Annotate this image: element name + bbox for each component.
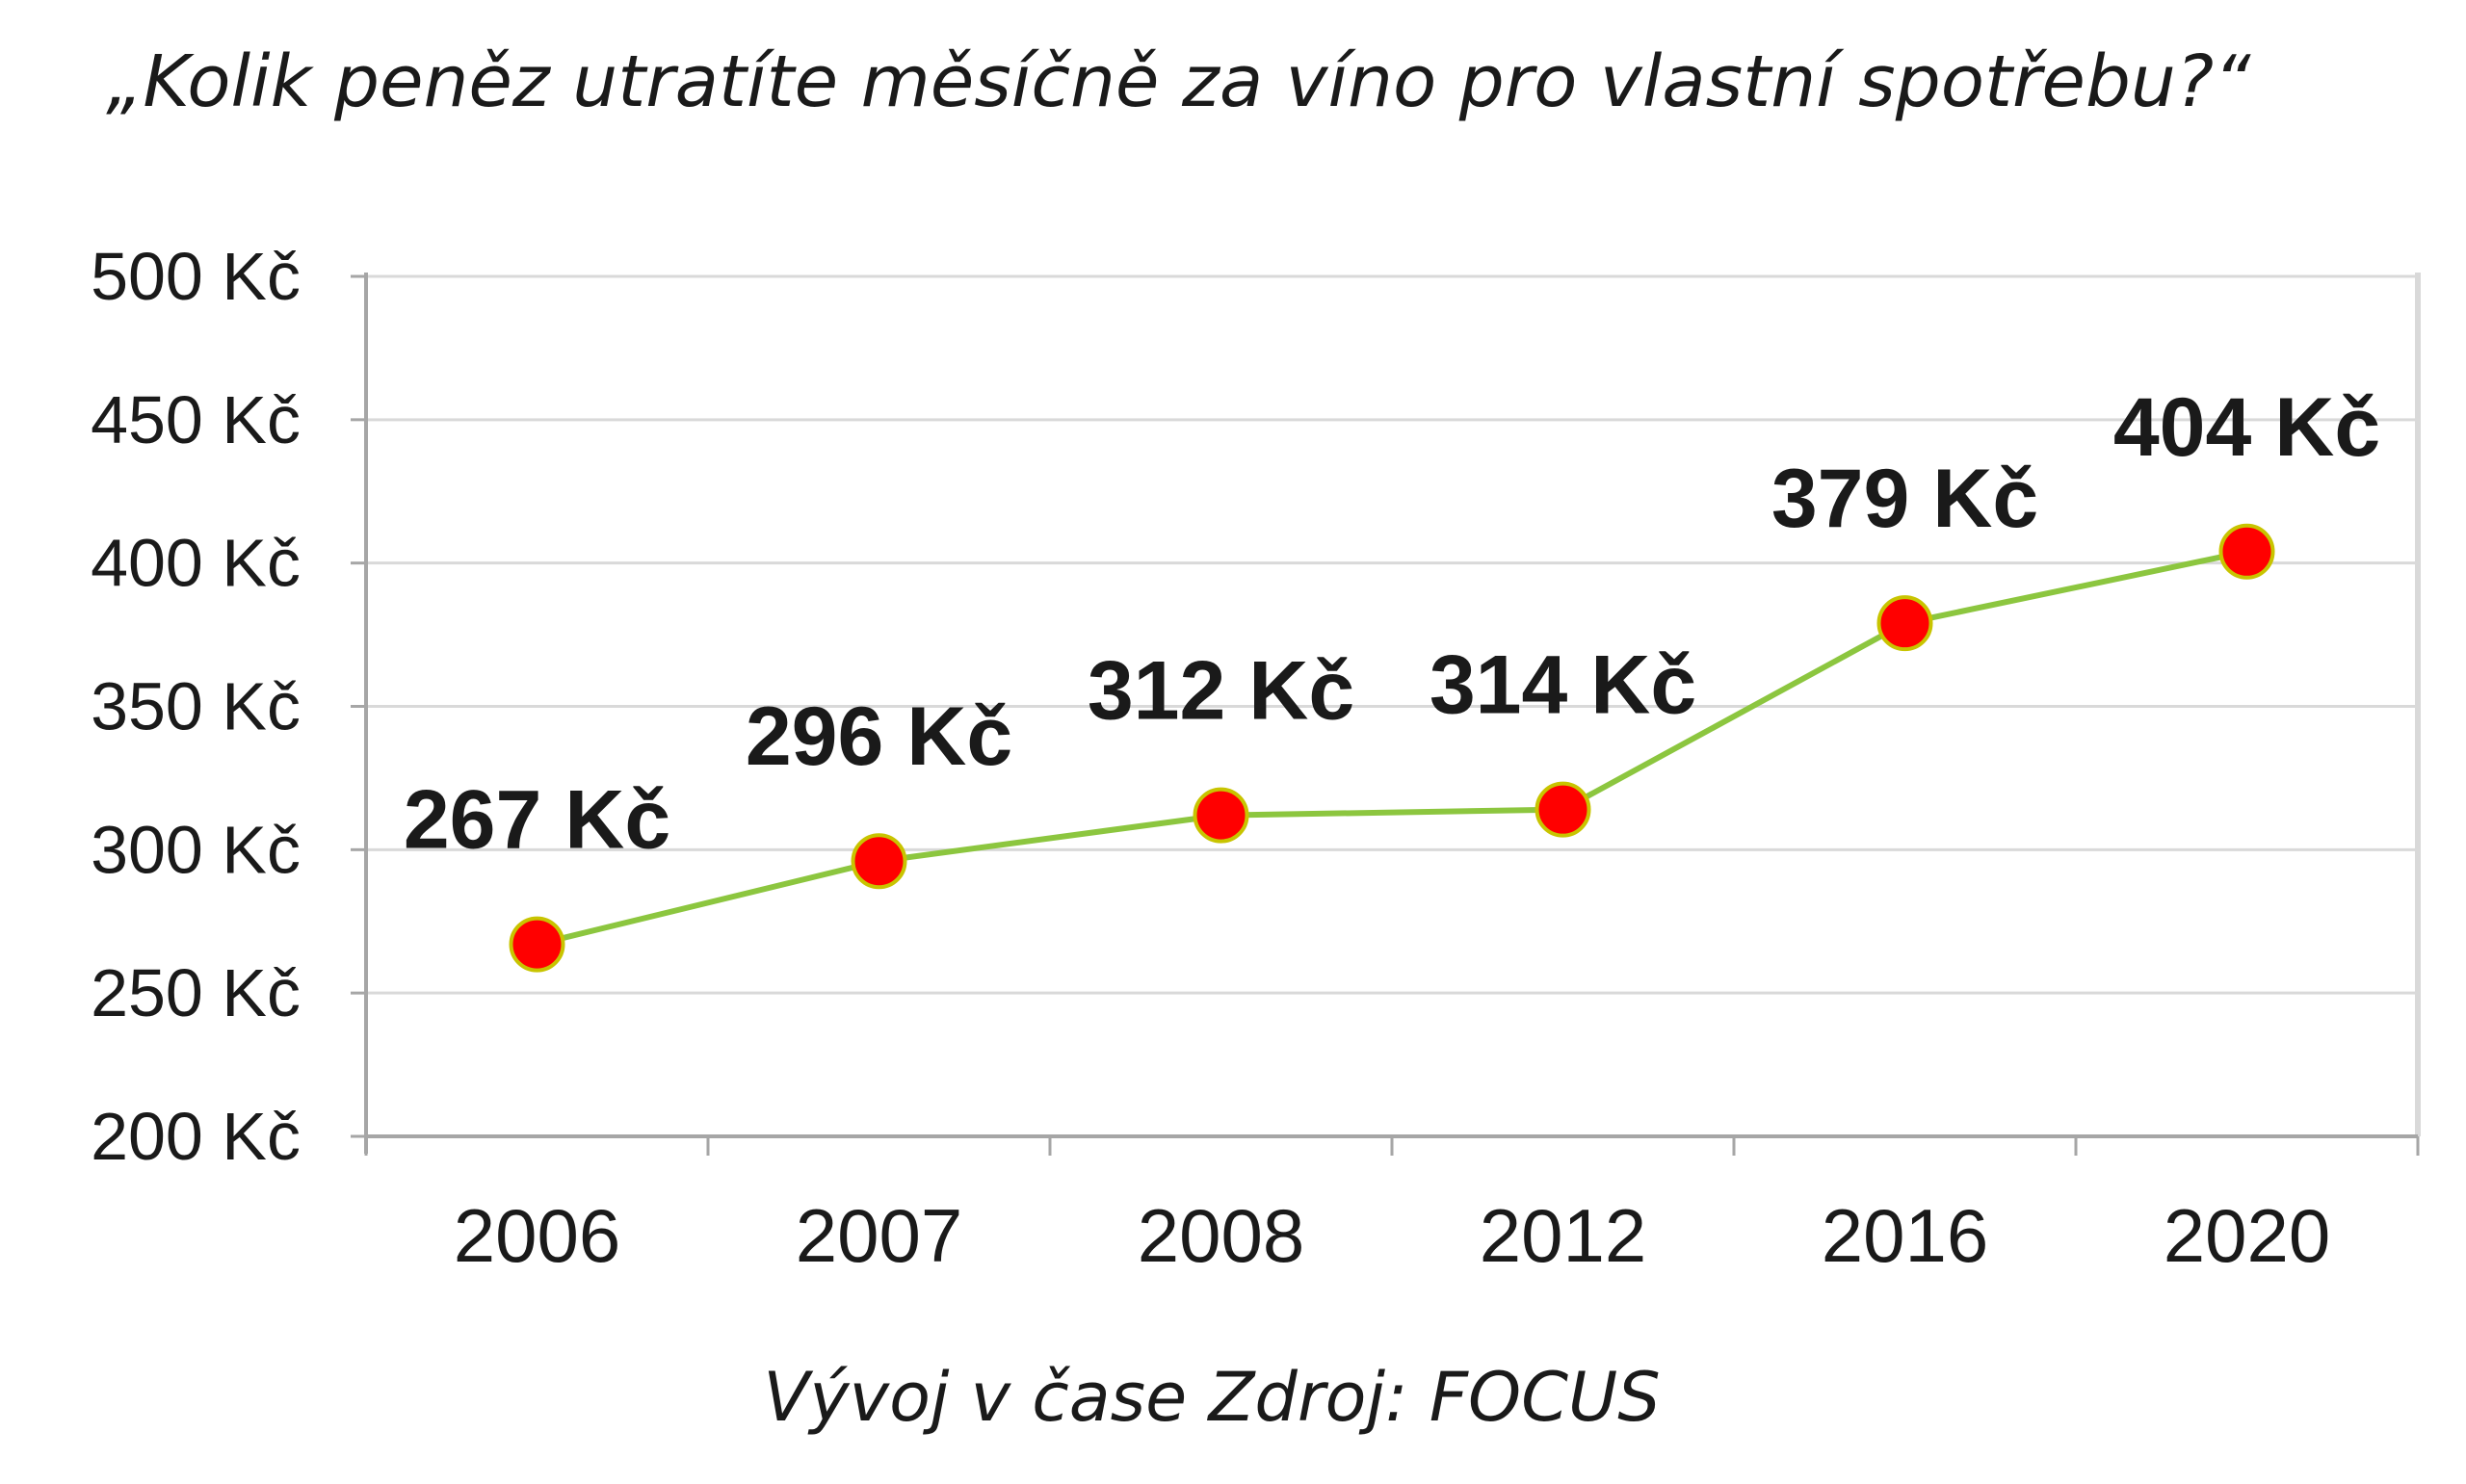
data-label: 379 Kč	[1771, 453, 2038, 545]
data-label: 312 Kč	[1088, 645, 1354, 738]
x-tick-label: 2006	[454, 1193, 621, 1278]
data-point-marker	[509, 916, 565, 973]
chart-title: „Kolik peněz utratíte měsíčně za víno pr…	[106, 40, 2251, 123]
data-point-marker	[1193, 787, 1249, 844]
data-point-marker	[851, 833, 907, 890]
data-label: 404 Kč	[2113, 381, 2380, 474]
data-point-marker	[2218, 523, 2275, 580]
chart-caption: Vývoj v čase Zdroj: FOCUS	[763, 1358, 1660, 1437]
x-tick-label: 2016	[1822, 1193, 1989, 1278]
y-tick-label: 350 Kč	[91, 669, 301, 744]
axes	[364, 273, 2418, 1154]
data-point-marker	[1535, 781, 1591, 838]
data-label: 296 Kč	[746, 690, 1012, 783]
x-tick-label: 2020	[2164, 1193, 2331, 1278]
x-tick-label: 2008	[1138, 1193, 1305, 1278]
y-tick-label: 300 Kč	[91, 812, 301, 887]
y-axis-ticks: 200 Kč 250 Kč 300 Kč 350 Kč 400 Kč 450 Kč 500 …	[91, 239, 366, 1174]
data-label: 267 Kč	[404, 774, 670, 867]
x-tick-label: 2007	[796, 1193, 963, 1278]
series	[509, 523, 2275, 973]
y-tick-label: 500 Kč	[91, 239, 301, 314]
y-tick-label: 400 Kč	[91, 526, 301, 601]
data-point-marker	[1876, 595, 1933, 652]
y-tick-label: 450 Kč	[91, 382, 301, 457]
series-line	[536, 548, 2248, 948]
y-tick-label: 250 Kč	[91, 955, 301, 1030]
x-tick-label: 2012	[1480, 1193, 1647, 1278]
data-label: 314 Kč	[1430, 639, 1696, 732]
y-tick-label: 200 Kč	[91, 1099, 301, 1174]
gridlines	[366, 273, 2421, 1136]
x-axis-ticks: 2006 2007 2008 2012 2016 2020	[364, 1136, 2420, 1278]
data-labels: 267 Kč 296 Kč 312 Kč 314 Kč 379 Kč 404 Kč	[404, 381, 2380, 867]
